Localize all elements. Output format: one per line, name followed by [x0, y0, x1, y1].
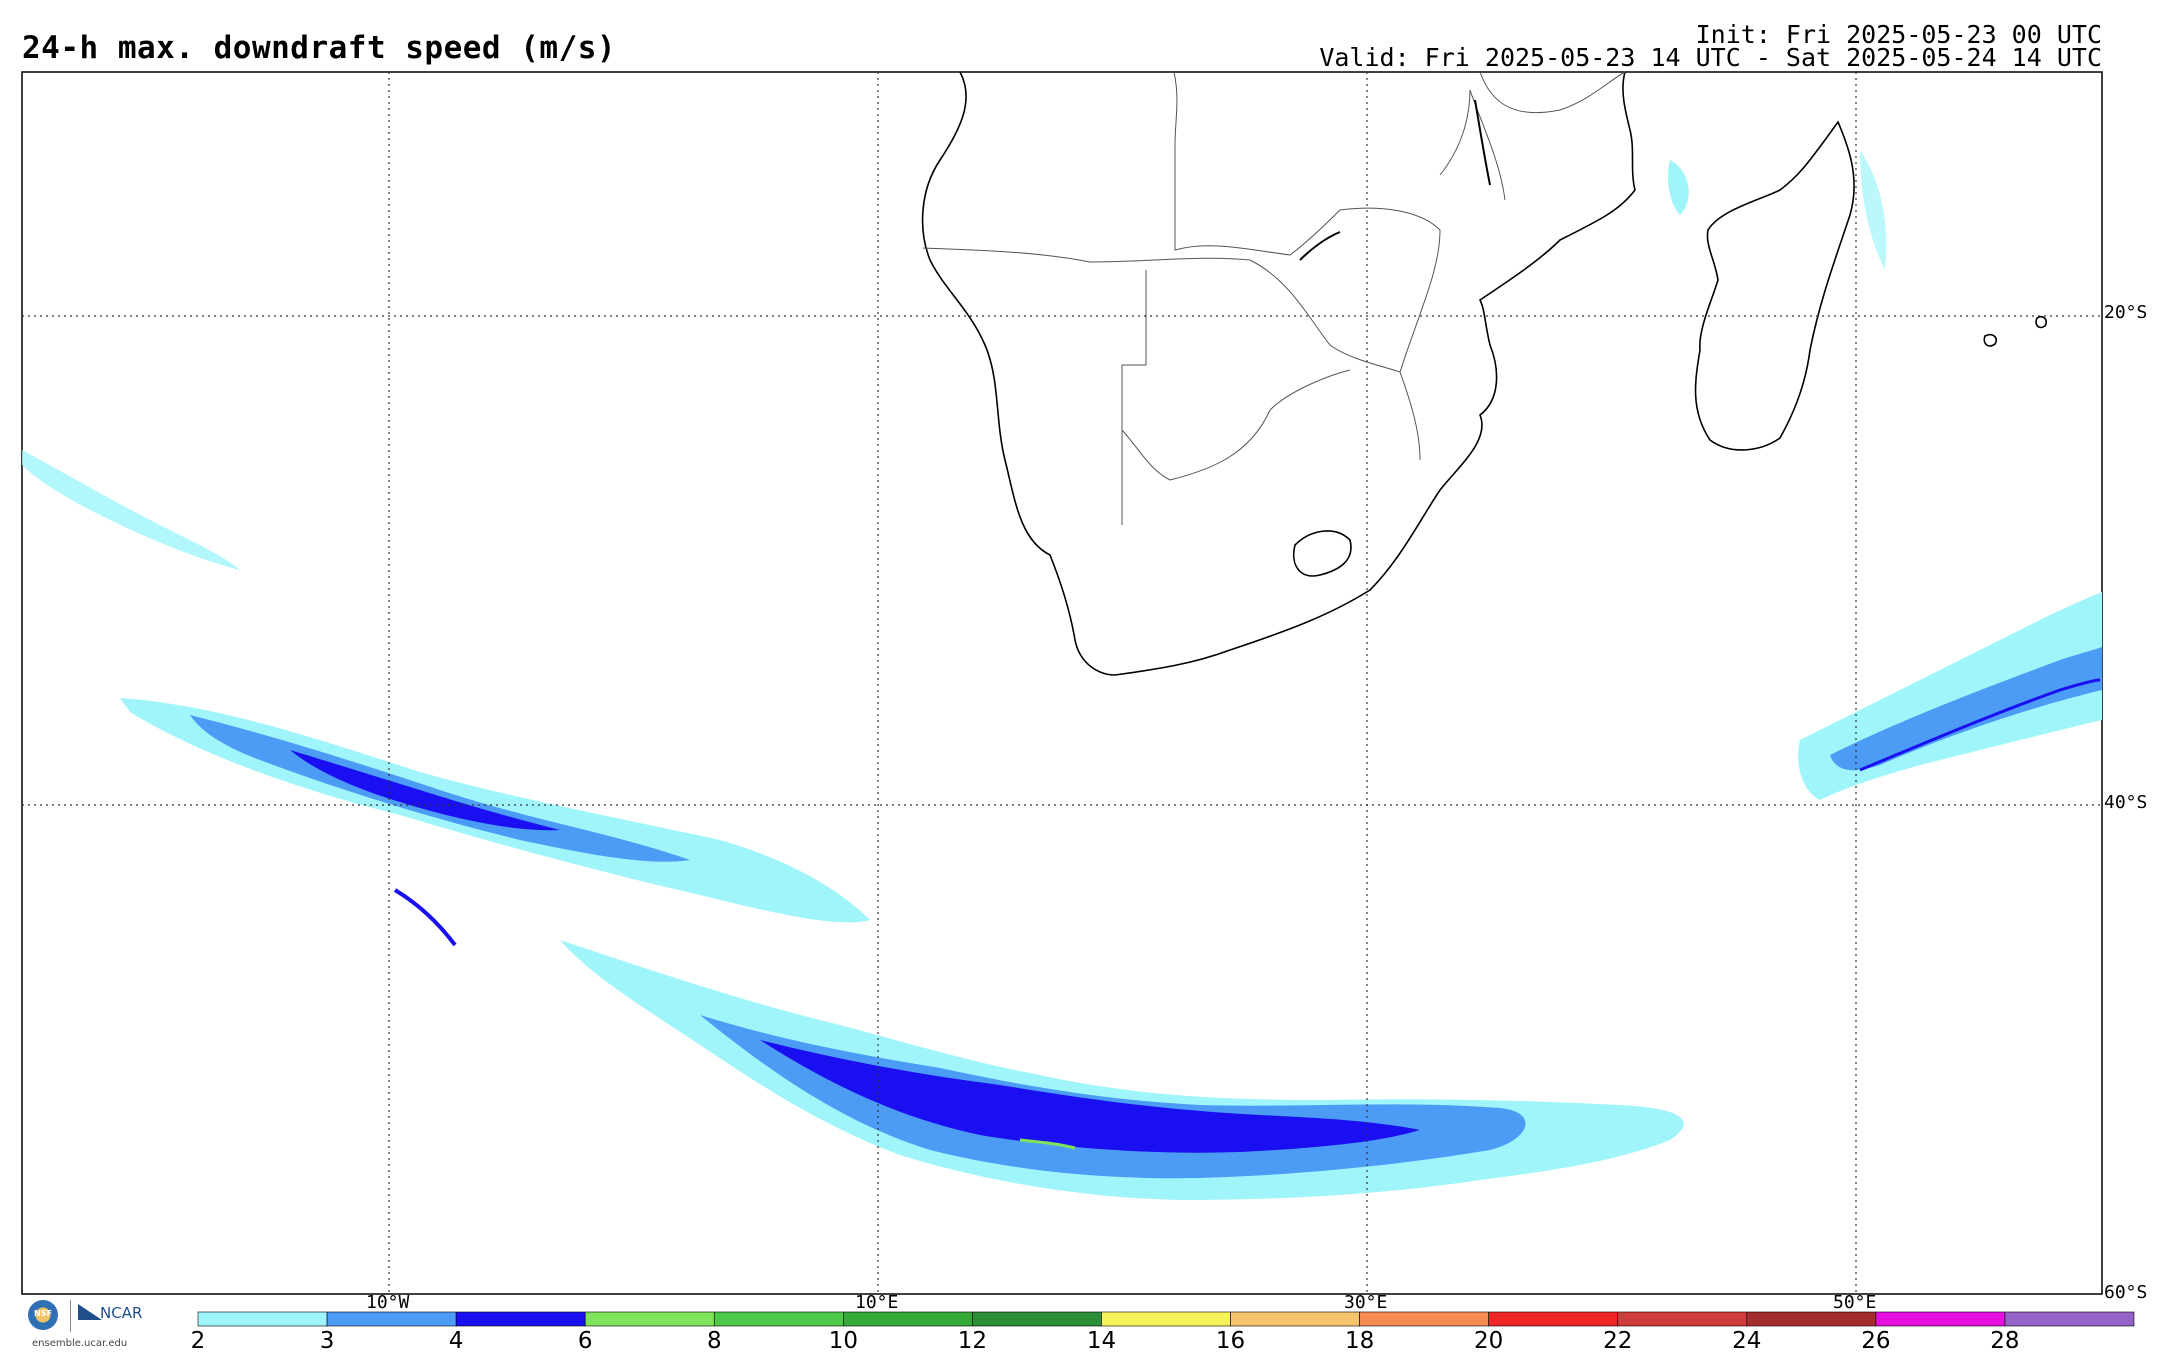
nsf-logo-text: NSF — [34, 1309, 52, 1318]
lake-malawi — [1474, 99, 1491, 186]
colorbar-swatch — [1875, 1311, 2006, 1327]
colorbar-tick-label: 26 — [1861, 1328, 1891, 1354]
lat-label-60s: 60°S — [2104, 1282, 2148, 1303]
country-borders — [922, 71, 1626, 525]
logo-divider — [70, 1300, 71, 1332]
border-angola-namibia — [922, 247, 1251, 263]
colorbar-tick-label: 14 — [1086, 1328, 1117, 1354]
ncar-logo-text: NCAR — [100, 1304, 143, 1322]
colorbar-tick-label: 18 — [1344, 1328, 1375, 1354]
nsf-logo-icon — [28, 1300, 58, 1330]
border-mozambique — [1339, 207, 1441, 461]
colorbar-tick-label: 28 — [1990, 1328, 2020, 1354]
colorbar-swatch — [326, 1311, 457, 1327]
colorbar-tick-label: 8 — [706, 1328, 722, 1354]
downdraft-band-south-core — [760, 1040, 1420, 1153]
colorbar-swatch — [584, 1311, 715, 1327]
ncar-logo-icon — [78, 1304, 102, 1320]
border-zimbabwe — [1249, 259, 1401, 373]
colorbar-swatch — [455, 1311, 586, 1327]
colorbar-swatch — [1617, 1311, 1748, 1327]
border-tanzania — [1479, 71, 1626, 114]
valid-time: Valid: Fri 2025-05-23 14 UTC - Sat 2025-… — [1319, 43, 2102, 72]
colorbar-tick-label: 3 — [319, 1328, 335, 1354]
colorbar-tick-label: 20 — [1474, 1328, 1504, 1354]
downdraft-band-west-mid — [190, 715, 690, 862]
lon-label-30e: 30°E — [1344, 1292, 1388, 1313]
lon-label-10w: 10°W — [366, 1292, 410, 1313]
downdraft-patch-madagascar — [1668, 160, 1689, 215]
lon-label-50e: 50°E — [1833, 1292, 1877, 1313]
lat-label-20s: 20°S — [2104, 302, 2148, 323]
colorbar-swatch — [1359, 1311, 1489, 1327]
graticule — [22, 72, 2102, 1294]
lake-kariba — [1299, 231, 1341, 261]
downdraft-field — [22, 150, 2102, 1200]
colorbar-swatch — [1230, 1311, 1360, 1327]
init-time: Init: Fri 2025-05-23 00 UTC — [1695, 20, 2102, 49]
colorbar-swatch — [1746, 1311, 1877, 1327]
colorbar-tick-label: 24 — [1732, 1328, 1762, 1354]
downdraft-patch-south-streak — [393, 888, 457, 947]
lat-label-40s: 40°S — [2104, 792, 2148, 813]
mauritius-outline — [1983, 333, 1998, 347]
lesotho-outline — [1293, 530, 1352, 577]
madagascar-coastline — [1694, 120, 1855, 451]
colorbar-tick-label: 10 — [828, 1328, 858, 1354]
colorbar — [197, 1311, 2135, 1327]
downdraft-band-south-streak — [1019, 1138, 1076, 1150]
colorbar-swatch — [1488, 1311, 1619, 1327]
border-zambia — [1173, 71, 1341, 256]
border-namibia-botswana — [1121, 270, 1147, 525]
downdraft-band-east-mid — [1830, 647, 2102, 771]
colorbar-tick-label: 6 — [577, 1328, 593, 1354]
africa-coastline — [921, 71, 1636, 676]
colorbar-swatch — [713, 1311, 844, 1327]
downdraft-patch-madagascar-east — [1860, 150, 1887, 270]
colorbar-swatch — [197, 1311, 328, 1327]
border-botswana-sa — [1121, 369, 1351, 481]
colorbar-swatch — [1101, 1311, 1231, 1327]
logos: NSF NCAR ensemble.ucar.edu — [22, 1298, 172, 1352]
colorbar-tick-label: 16 — [1215, 1328, 1246, 1354]
lon-label-10e: 10°E — [855, 1292, 899, 1313]
reunion-outline — [2035, 315, 2048, 329]
colorbar-swatch — [843, 1311, 973, 1327]
border-malawi — [1439, 89, 1506, 201]
colorbar-swatch — [2004, 1311, 2135, 1327]
colorbar-tick-label: 22 — [1603, 1328, 1633, 1354]
colorbar-tick-label: 4 — [448, 1328, 464, 1354]
map-title: 24-h max. downdraft speed (m/s) — [22, 30, 617, 66]
downdraft-patch-west-edge — [22, 450, 240, 570]
site-url: ensemble.ucar.edu — [32, 1338, 128, 1349]
colorbar-swatch — [972, 1311, 1102, 1327]
colorbar-tick-label: 2 — [190, 1328, 206, 1354]
colorbar-tick-label: 12 — [957, 1328, 988, 1354]
coastlines — [921, 71, 2048, 676]
downdraft-band-east-core — [1859, 678, 2101, 772]
